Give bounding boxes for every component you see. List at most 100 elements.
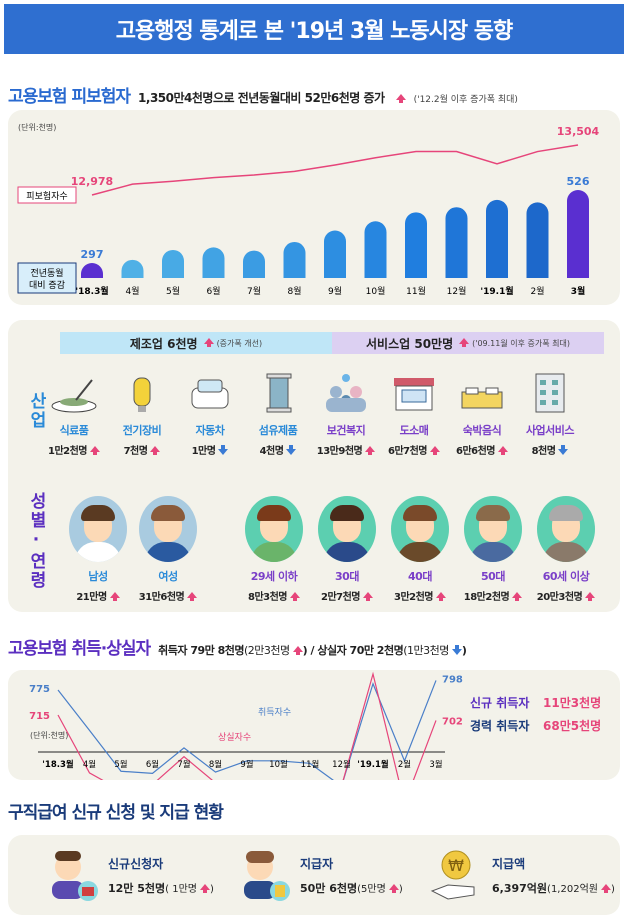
arrow-down-icon — [558, 445, 569, 455]
data-label: 13,504 — [557, 125, 600, 138]
light-bulb-icon — [133, 377, 151, 412]
line-legend-label: 피보험자수 — [26, 191, 67, 202]
shop-sale-icon — [394, 378, 434, 411]
benefit-label: 지급액 — [492, 856, 526, 871]
svg-text:₩: ₩ — [448, 856, 464, 875]
benefit-item: 신규신청자 12만 5천명( 1만명) — [44, 847, 214, 903]
bar — [243, 250, 265, 278]
industry-item: 도소매 6만7천명 — [378, 364, 450, 457]
x-tick-label: 2월 — [530, 285, 544, 297]
x-tick-label: 4월 — [83, 759, 96, 770]
industry-item: 섬유제품 4천명 — [242, 364, 314, 457]
bar — [283, 241, 306, 278]
industry-value: 4천명 — [259, 446, 284, 457]
x-tick-label: 6월 — [206, 285, 220, 297]
exp-acq-label: 경력 취득자 — [470, 718, 529, 733]
insured-line — [91, 144, 579, 196]
industry-name: 보건복지 — [326, 424, 366, 437]
flows-heading: 고용보험 취득·상실자 — [8, 639, 151, 659]
applicant-person-icon — [52, 851, 98, 901]
benefit-label: 신규신청자 — [108, 856, 164, 871]
avatar — [537, 496, 595, 562]
avatar — [391, 496, 449, 562]
arrow-up-icon — [292, 646, 303, 655]
arrow-up-icon — [388, 883, 399, 893]
x-tick-label: 7월 — [177, 759, 190, 770]
demographic-item: 50대 18만2천명 — [457, 496, 529, 603]
recipient-person-icon — [244, 851, 290, 901]
industry-panel: 제조업 6천명 (증가폭 개선) 서비스업 50만명 ('09.11월 이후 증… — [8, 320, 620, 612]
avatar — [464, 496, 522, 562]
x-tick-label: 12월 — [332, 759, 351, 770]
new-acq-label: 신규 취득자 — [470, 695, 529, 710]
industry-item: 전기장비 7천명 — [106, 364, 178, 457]
flows-chart: (단위:천명) 신규 취득자 11만3천명 경력 취득자 68만5천명 775 7… — [29, 671, 601, 806]
demographic-value: 18만2천명 — [463, 592, 510, 603]
new-acq-value: 11만3천명 — [543, 695, 601, 710]
industry-value: 6만7천명 — [387, 446, 428, 457]
industry-name: 자동차 — [195, 424, 225, 437]
page-title: 고용행정 통계로 본 '19년 3월 노동시장 동향 — [4, 4, 624, 54]
service-label: 서비스업 50만명 — [366, 336, 454, 351]
industry-value: 1만명 — [191, 446, 216, 457]
data-label: 775 — [29, 684, 50, 695]
benefit-change: (5만명 — [357, 883, 386, 895]
arrow-up-icon — [512, 592, 523, 601]
arrow-up-icon — [430, 446, 441, 455]
x-tick-label: 8월 — [209, 759, 222, 770]
office-building-icon — [535, 373, 565, 413]
bar-legend-box — [17, 262, 77, 294]
demographic-name: 여성 — [158, 570, 178, 583]
demographic-item: 60세 이상 20만3천명 — [530, 496, 602, 603]
x-tick-label: 8월 — [287, 285, 301, 297]
exp-acq-value: 68만5천명 — [543, 718, 601, 733]
manufacturing-band: 제조업 6천명 (증가폭 개선) — [60, 332, 332, 354]
bar — [121, 259, 144, 278]
x-tick-label: 10월 — [269, 759, 288, 770]
industry-item: 자동차 1만명 — [174, 364, 246, 457]
arrow-up-icon — [498, 446, 509, 455]
data-label: 526 — [567, 175, 590, 188]
sep-line-label: 상실자수 — [218, 732, 251, 743]
paren: ) — [461, 644, 467, 657]
x-tick-label: 3월 — [429, 759, 442, 770]
arrow-up-icon — [436, 592, 447, 601]
insured-unit: (단위:천명) — [18, 122, 56, 132]
arrow-up-icon — [365, 446, 376, 455]
acq-line-label: 취득자수 — [258, 707, 291, 718]
demographic-name: 40대 — [408, 570, 432, 583]
insured-note: ('12.2월 이후 증가폭 최대) — [413, 95, 518, 105]
x-tick-label: 5월 — [114, 759, 127, 770]
arrow-up-icon — [150, 446, 161, 455]
industry-name: 식료품 — [59, 424, 89, 437]
sep-summary: / 상실자 70만 2천명 — [310, 644, 404, 657]
data-label: 702 — [442, 716, 463, 727]
industry-name: 섬유제품 — [258, 424, 298, 437]
manufacturing-label: 제조업 6천명 — [129, 336, 198, 351]
service-band: 서비스업 50만명 ('09.11월 이후 증가폭 최대) — [332, 332, 604, 354]
demographic-item: 남성 21만명 — [62, 496, 134, 603]
industry-name: 도소매 — [399, 424, 429, 437]
data-label: 12,978 — [71, 175, 113, 188]
benefit-change: ( 1만명 — [165, 883, 197, 895]
benefits-heading: 구직급여 신규 신청 및 지급 현황 — [8, 803, 224, 823]
x-tick-label: 10월 — [366, 285, 386, 297]
insured-chart-panel: (단위:천명) 피보험자수 전년동월 대비 증감 '18.3월 4월 5월 6월 7월 8… — [8, 110, 620, 305]
industry-value: 13만9천명 — [316, 446, 363, 457]
bar — [405, 212, 427, 278]
demographic-name: 30대 — [335, 570, 359, 583]
arrow-up-icon — [203, 338, 214, 347]
x-tick-label: '19.1월 — [357, 759, 389, 770]
service-note: ('09.11월 이후 증가폭 최대) — [472, 338, 570, 348]
insured-summary: 1,350만4천명으로 전년동월대비 52만6천명 증가 — [138, 91, 385, 105]
paren: ) — [210, 883, 214, 895]
arrow-up-icon — [600, 883, 611, 893]
demographic-value: 21만명 — [76, 592, 107, 603]
industry-item: 숙박음식 6만6천명 — [446, 364, 518, 457]
acquisition-line — [57, 680, 437, 788]
demographic-name: 29세 이하 — [250, 570, 298, 583]
demographic-value: 2만7천명 — [320, 592, 361, 603]
thread-spool-icon — [266, 373, 292, 413]
sep-change: (1만3천명 — [403, 644, 449, 657]
demographic-item: 40대 3만2천명 — [384, 496, 456, 603]
